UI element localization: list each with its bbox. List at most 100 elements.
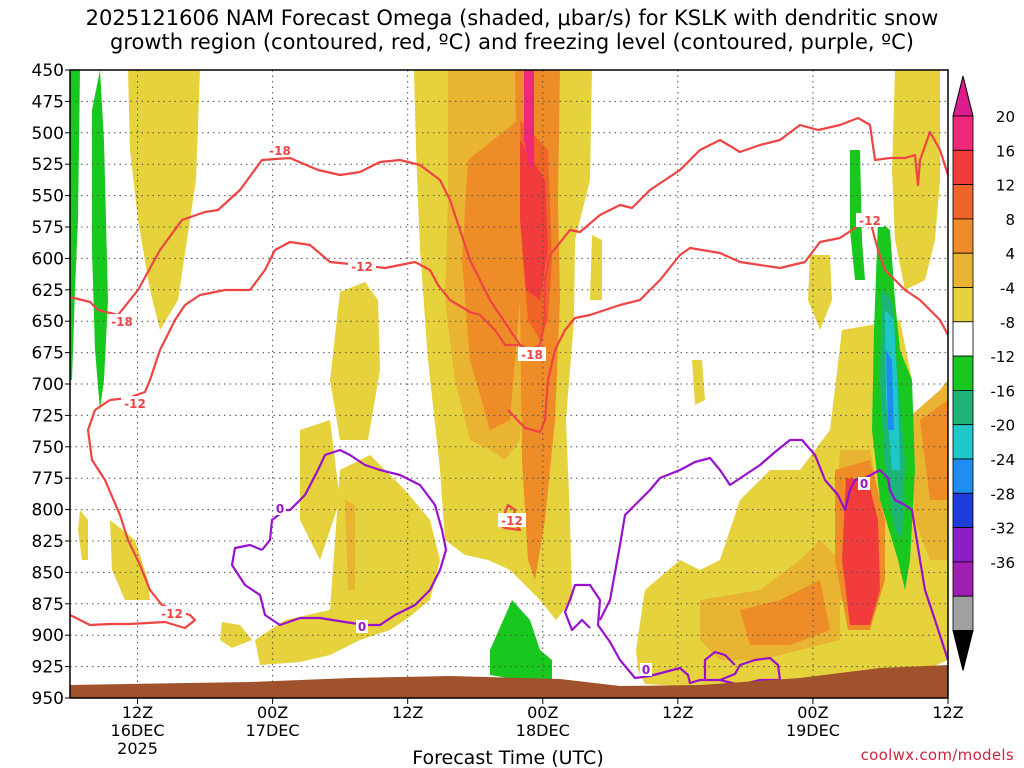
y-tick-label: 675 (32, 344, 64, 364)
freezing-contour-label: 0 (358, 620, 366, 634)
dgz-contour-label: -18 (269, 144, 291, 158)
dgz-contour-label: -12 (501, 514, 523, 528)
colorbar-top-arrow (952, 75, 974, 117)
freezing-contour (230, 448, 448, 627)
colorbar-bottom-arrow (952, 630, 974, 671)
x-tick-label: 00Z (797, 703, 828, 722)
dgz-contour (70, 116, 948, 352)
x-axis-label: Forecast Time (UTC) (412, 747, 603, 768)
colorbar-label: -24 (991, 451, 1016, 469)
dgz-contour-label: -18 (111, 315, 133, 329)
omega-area-pos (78, 510, 88, 560)
x-tick-label: 00Z (527, 703, 558, 722)
colorbar-swatch (952, 149, 974, 186)
dgz-contour-label: -12 (859, 214, 881, 228)
colorbar-swatch (952, 595, 974, 631)
dgz-label-bg (518, 347, 546, 361)
y-tick-label: 625 (32, 281, 64, 301)
colorbar-label: 20 (996, 108, 1015, 126)
omega-area-pos (330, 282, 380, 440)
colorbar-label: -28 (991, 485, 1016, 503)
colorbar-swatch (952, 492, 974, 528)
x-tick-label: 12Z (932, 703, 963, 722)
colorbar-swatch (952, 458, 974, 494)
colorbar-swatch (952, 252, 974, 288)
omega-area-pos (524, 70, 534, 170)
x-tick-date: 19DEC (786, 721, 840, 740)
colorbar-swatch (952, 184, 974, 220)
y-tick-label: 800 (32, 501, 64, 521)
omega-area-neg (92, 70, 108, 410)
omega-area-pos (892, 70, 940, 290)
dgz-label-bg (498, 513, 526, 527)
dgz-contour-label: -12 (124, 397, 146, 411)
dgz-contour-label: -12 (351, 260, 373, 274)
omega-area-pos (345, 500, 355, 590)
colorbar-label: -36 (991, 554, 1016, 572)
terrain-fill (70, 665, 948, 698)
dgz-label-bg (108, 314, 136, 328)
freezing-label-bg (640, 663, 652, 676)
dgz-contour (127, 240, 520, 400)
y-tick-label: 600 (32, 249, 64, 269)
y-tick-label: 950 (32, 689, 64, 709)
colorbar-label: -16 (991, 382, 1016, 400)
x-tick-year: 2025 (117, 739, 158, 758)
colorbar-swatch (952, 424, 974, 460)
y-tick-label: 650 (32, 312, 64, 332)
y-tick-label: 775 (32, 469, 64, 489)
colorbar-swatch (952, 115, 974, 151)
title-line-2: growth region (contoured, red, ºC) and f… (110, 30, 914, 54)
colorbar-label: 16 (996, 142, 1015, 160)
dgz-label-bg (856, 213, 884, 227)
colorbar-label: 4 (1005, 245, 1015, 263)
x-tick-label: 12Z (392, 703, 423, 722)
freezing-contour-label: 0 (642, 663, 650, 677)
y-tick-label: 450 (32, 61, 64, 81)
omega-area-pos (842, 478, 880, 625)
chart-title: 2025121606 NAM Forecast Omega (shaded, μ… (0, 6, 1024, 54)
y-tick-label: 750 (32, 438, 64, 458)
y-tick-label: 475 (32, 92, 64, 112)
y-tick-label: 525 (32, 155, 64, 175)
x-tick-date: 17DEC (246, 721, 300, 740)
freezing-label-bg (356, 620, 368, 633)
dgz-contour-label: -18 (521, 348, 543, 362)
dgz-label-bg (158, 606, 186, 620)
colorbar-label: 12 (996, 177, 1015, 195)
colorbar-label: -4 (1000, 280, 1015, 298)
freezing-label-bg (274, 502, 286, 515)
colorbar-swatch (952, 561, 974, 597)
dgz-label-bg (121, 396, 149, 410)
colorbar-label: 8 (1005, 211, 1015, 229)
omega-area-neg (490, 600, 552, 680)
freezing-contour-label: 0 (276, 502, 284, 516)
y-tick-label: 500 (32, 124, 64, 144)
omega-area-neg (70, 70, 80, 380)
y-tick-label: 925 (32, 658, 64, 678)
freezing-label-bg (858, 477, 870, 490)
freezing-contour (568, 583, 782, 687)
colorbar-swatch (952, 321, 974, 357)
dgz-contour (507, 218, 948, 434)
colorbar-swatch (952, 527, 974, 563)
omega-area-pos (692, 360, 705, 405)
y-tick-label: 575 (32, 218, 64, 238)
x-tick-label: 12Z (122, 703, 153, 722)
y-tick-label: 825 (32, 532, 64, 552)
dgz-contour-label: -12 (161, 607, 183, 621)
omega-area-pos (110, 520, 150, 600)
watermark: coolwx.com/models (860, 746, 1014, 764)
omega-area-pos (520, 140, 548, 300)
freezing-contour (563, 599, 591, 632)
colorbar-label: -32 (991, 520, 1016, 538)
y-tick-label: 700 (32, 375, 64, 395)
omega-area-neg (886, 350, 894, 430)
x-tick-label: 00Z (257, 703, 288, 722)
omega-area-pos (740, 580, 830, 645)
title-line-1: 2025121606 NAM Forecast Omega (shaded, μ… (85, 6, 939, 30)
y-tick-label: 875 (32, 595, 64, 615)
colorbar-label: -20 (991, 417, 1016, 435)
colorbar-swatch (952, 389, 974, 426)
